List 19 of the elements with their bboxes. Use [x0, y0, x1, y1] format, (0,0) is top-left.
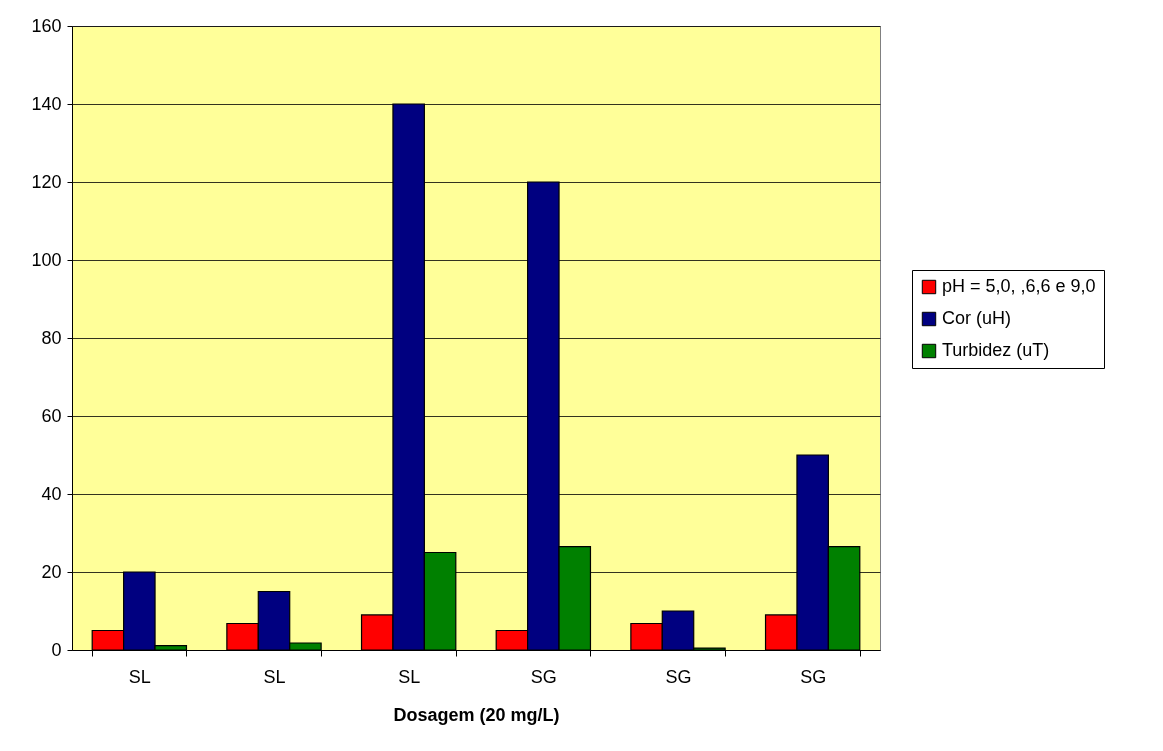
x-tick-label: SG [665, 666, 692, 687]
y-tick-label: 160 [31, 15, 62, 36]
legend-label: pH = 5,0, ,6,6 e 9,0 [942, 276, 1096, 296]
x-tick-label: SG [530, 666, 557, 687]
legend-label: Cor (uH) [942, 308, 1012, 328]
x-tick-label: SL [263, 666, 286, 687]
y-tick-label: 20 [41, 561, 62, 582]
y-tick-label: 120 [31, 171, 62, 192]
legend-label: Turbidez (uT) [942, 340, 1050, 360]
y-tick-label: 40 [41, 483, 62, 504]
y-tick-label: 80 [41, 327, 62, 348]
x-tick-label: SL [398, 666, 421, 687]
y-tick-label: 140 [31, 93, 62, 114]
x-tick-label: SG [800, 666, 827, 687]
y-tick-label: 0 [51, 639, 62, 660]
y-tick-label: 60 [41, 405, 62, 426]
x-axis-title: Dosagem (20 mg/L) [393, 704, 560, 725]
x-tick-label: SL [128, 666, 151, 687]
y-tick-label: 100 [31, 249, 62, 270]
